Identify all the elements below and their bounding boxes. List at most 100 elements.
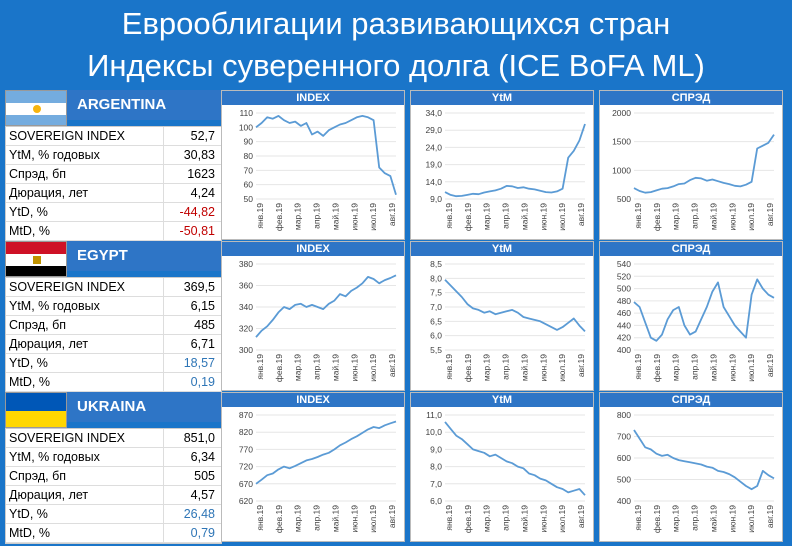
y-tick-label: 1500 <box>612 137 631 147</box>
row-label: Дюрация, лет <box>6 184 164 202</box>
table-row: MtD, % 0,19 <box>6 373 221 392</box>
argentina-flag-icon <box>5 90 67 126</box>
y-tick-label: 520 <box>617 271 631 281</box>
x-tick-label: май.19 <box>519 505 529 532</box>
chart-plot: 9,0 14,0 19,0 24,0 29,0 34,0 янв.19 фев.19 мар.1… <box>425 108 586 231</box>
row-label: YtD, % <box>6 203 164 221</box>
x-tick-label: авг.19 <box>576 354 586 377</box>
country-name: ARGENTINA <box>67 90 222 120</box>
y-tick-label: 50 <box>244 194 254 204</box>
table-row: Спрэд, бп 505 <box>6 467 221 486</box>
row-label: YtM, % годовых <box>6 146 164 164</box>
page-title-line-1: Еврооблигации развивающихся стран <box>121 6 671 41</box>
x-tick-label: янв.19 <box>633 505 643 531</box>
y-tick-label: 420 <box>617 333 631 343</box>
y-tick-label: 400 <box>617 496 631 506</box>
x-tick-label: июл.19 <box>368 505 378 533</box>
x-tick-label: мар.19 <box>482 203 492 230</box>
x-tick-label: янв.19 <box>444 354 454 380</box>
x-tick-label: июл.19 <box>557 505 567 533</box>
row-value: 4,24 <box>190 186 215 200</box>
x-tick-label: авг.19 <box>765 354 775 377</box>
chart-title: СПРЭД <box>600 242 782 256</box>
egypt-flag-icon <box>5 241 67 277</box>
row-label: MtD, % <box>6 222 164 240</box>
chart-plot: 5,5 6,0 6,5 7,0 7,5 8,0 8,5 янв.19 фев.19 мар.19 а… <box>430 259 586 382</box>
row-value: 6,71 <box>190 337 215 351</box>
chart-plot: 6,0 7,0 8,0 9,0 10,0 11,0 янв.19 фев.19 мар.19 ап… <box>425 410 586 533</box>
x-tick-label: май.19 <box>519 203 529 230</box>
y-tick-label: 7,0 <box>430 302 442 312</box>
y-tick-label: 800 <box>617 410 631 420</box>
row-value: 6,15 <box>190 299 215 313</box>
x-tick-label: авг.19 <box>387 505 397 528</box>
x-tick-label: май.19 <box>708 203 718 230</box>
chart-argentina-ytm: YtM 9,0 14,0 19,0 24,0 29,0 34,0 янв.19 фев.19 ма… <box>410 90 594 240</box>
chart-title: INDEX <box>222 91 404 105</box>
x-tick-label: фев.19 <box>463 354 473 382</box>
row-label: Спрэд, бп <box>6 316 164 334</box>
x-tick-label: июл.19 <box>746 354 756 382</box>
x-tick-label: апр.19 <box>312 203 322 229</box>
x-tick-label: мар.19 <box>671 203 681 230</box>
y-tick-label: 600 <box>617 453 631 463</box>
series-line <box>633 278 775 342</box>
chart-plot: 300 320 340 360 380 янв.19 фев.19 мар.19 апр.19 м… <box>239 259 397 382</box>
x-tick-label: фев.19 <box>274 354 284 382</box>
row-value: 1623 <box>187 167 215 181</box>
y-tick-label: 34,0 <box>425 108 442 118</box>
x-tick-label: июн.19 <box>727 354 737 382</box>
y-tick-label: 7,5 <box>430 288 442 298</box>
y-tick-label: 480 <box>617 296 631 306</box>
chart-title: YtM <box>411 91 593 105</box>
chart-plot: 400 500 600 700 800 янв.19 фев.19 мар.19 апр.19 м… <box>617 410 775 533</box>
chart-title: СПРЭД <box>600 91 782 105</box>
y-tick-label: 9,0 <box>430 194 442 204</box>
table-row: YtD, % -44,82 <box>6 203 221 222</box>
x-tick-label: июн.19 <box>349 203 359 231</box>
chart-plot: 500 1000 1500 2000 янв.19 фев.19 мар.19 апр.19 м… <box>612 108 775 231</box>
y-tick-label: 8,0 <box>430 273 442 283</box>
x-tick-label: апр.19 <box>690 505 700 531</box>
row-value: 851,0 <box>183 431 215 445</box>
y-tick-label: 8,0 <box>430 462 442 472</box>
section-egypt: EGYPT SOVEREIGN INDEX 369,5 YtM, % годовы… <box>5 241 787 393</box>
table-row: SOVEREIGN INDEX 851,0 <box>6 429 221 448</box>
table-row: YtM, % годовых 6,34 <box>6 448 221 467</box>
x-tick-label: июл.19 <box>746 203 756 231</box>
y-tick-label: 500 <box>617 194 631 204</box>
x-tick-label: фев.19 <box>652 505 662 533</box>
x-tick-label: июн.19 <box>727 203 737 231</box>
x-tick-label: июн.19 <box>349 505 359 533</box>
x-tick-label: июн.19 <box>538 354 548 382</box>
y-tick-label: 300 <box>239 345 253 355</box>
x-tick-label: май.19 <box>330 354 340 381</box>
x-tick-label: май.19 <box>330 203 340 230</box>
x-tick-label: янв.19 <box>444 203 454 229</box>
x-tick-label: июн.19 <box>349 354 359 382</box>
y-tick-label: 400 <box>617 345 631 355</box>
x-tick-label: янв.19 <box>633 354 643 380</box>
y-tick-label: 19,0 <box>425 160 442 170</box>
x-tick-label: фев.19 <box>652 203 662 231</box>
chart-title: INDEX <box>222 242 404 256</box>
table-row: Спрэд, бп 485 <box>6 316 221 335</box>
y-tick-label: 110 <box>239 108 253 118</box>
table-row: Дюрация, лет 4,24 <box>6 184 221 203</box>
chart-ukraina-index: INDEX 620 670 720 770 820 870 янв.19 фев.19 мар.1… <box>221 392 405 542</box>
row-label: YtM, % годовых <box>6 297 164 315</box>
x-tick-label: апр.19 <box>501 354 511 380</box>
y-tick-label: 90 <box>244 137 254 147</box>
series-line <box>633 429 775 491</box>
section-ukraina: UKRAINA SOVEREIGN INDEX 851,0 YtM, % годо… <box>5 392 787 544</box>
y-tick-label: 820 <box>239 427 253 437</box>
y-tick-label: 500 <box>617 475 631 485</box>
x-tick-label: янв.19 <box>255 505 265 531</box>
row-value: 6,34 <box>190 450 215 464</box>
series-line <box>255 114 397 195</box>
chart-title: INDEX <box>222 393 404 407</box>
series-line <box>255 420 397 485</box>
x-tick-label: авг.19 <box>765 203 775 226</box>
y-tick-label: 24,0 <box>425 142 442 152</box>
row-label: Дюрация, лет <box>6 335 164 353</box>
